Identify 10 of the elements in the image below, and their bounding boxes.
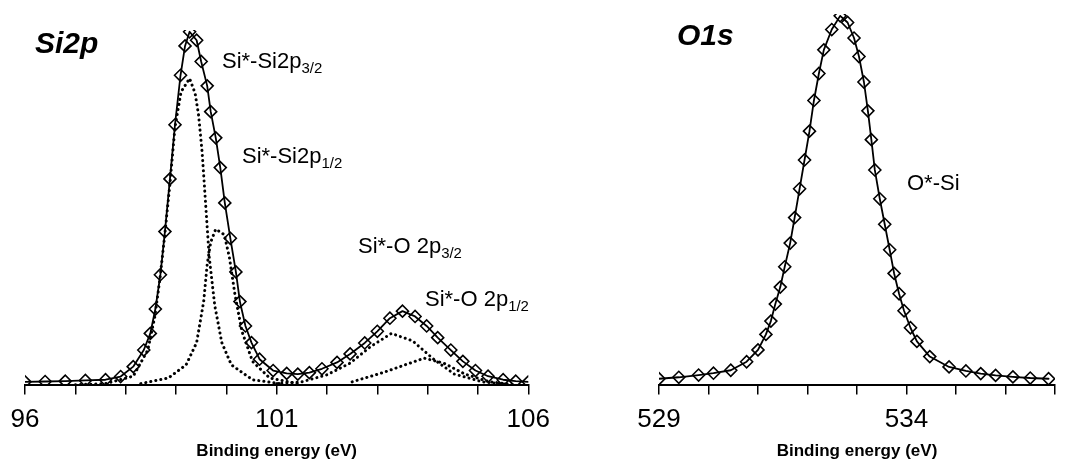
x-tick-label: 529 (637, 403, 681, 434)
x-tick-label: 96 (10, 403, 40, 434)
chart-title: Si2p (35, 26, 99, 60)
x-axis-title: Binding energy (eV) (196, 441, 357, 461)
x-tick-label: 101 (254, 403, 299, 434)
x-axis-title: Binding energy (eV) (776, 441, 938, 461)
chart-title: O1s (677, 18, 734, 52)
x-tick-label: 106 (506, 403, 551, 434)
annotation: O*-Si (907, 170, 960, 196)
x-tick-label: 534 (884, 403, 929, 434)
